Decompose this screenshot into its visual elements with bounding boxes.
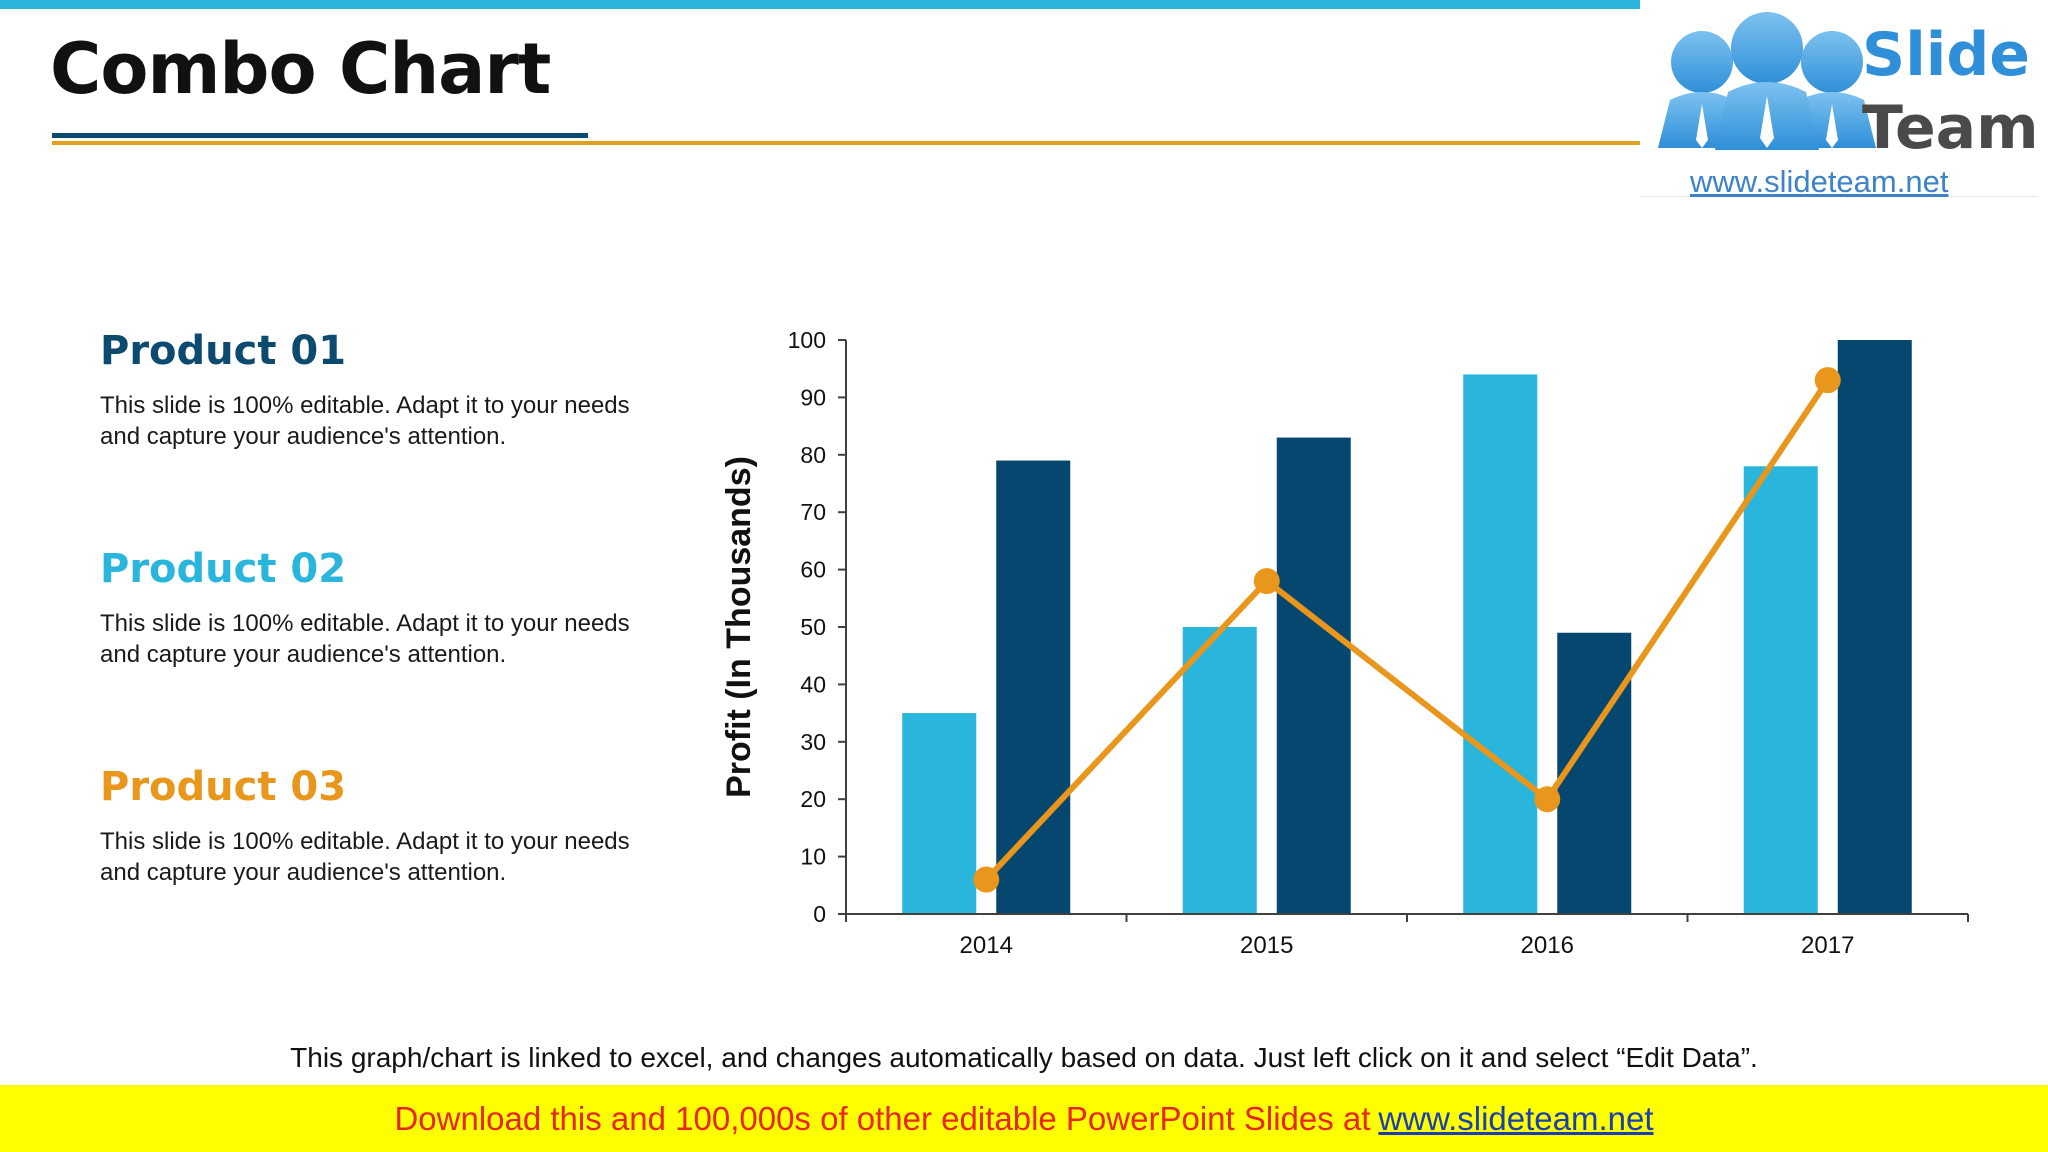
x-tick-label: 2017 [1801,932,1854,959]
download-banner[interactable]: Download this and 100,000s of other edit… [0,1085,2048,1152]
slideteam-logo[interactable]: Slide Team [1640,0,2039,197]
y-tick-label: 10 [800,844,826,870]
banner-text: Download this and 100,000s of other edit… [394,1099,1371,1137]
y-axis-title: Profit (In Thousands) [720,456,758,798]
product-02-line-2: and capture your audience's attention. [100,641,507,668]
product-03-description: This slide is 100% editable. Adapt it to… [100,826,700,888]
y-tick-label: 30 [800,729,826,755]
bar-2017-series-2 [1837,340,1912,914]
title-underline-dark [52,133,588,138]
combo-chart[interactable]: 0 10 20 30 40 50 60 70 80 90 100 Profit (In Thousan… [710,310,1990,990]
product-02-title: Product 02 [100,546,347,592]
product-01-title: Product 01 [100,328,347,374]
y-tick-label: 40 [800,671,826,697]
product-02-block: Product 02 This slide is 100% editable. … [100,546,700,670]
page-title: Combo Chart [50,28,551,110]
line-point-2016 [1534,786,1561,813]
bar-2014-series-1 [902,713,977,914]
product-02-description: This slide is 100% editable. Adapt it to… [100,608,700,670]
bar-2015-series-2 [1276,437,1351,914]
x-tick-label: 2015 [1240,932,1293,959]
y-tick-label: 70 [800,499,826,525]
line-point-2017 [1814,367,1841,394]
product-01-block: Product 01 This slide is 100% editable. … [100,328,700,452]
y-tick-label: 80 [800,442,826,468]
bar-2016-series-1 [1463,374,1538,914]
top-accent-stripe [0,0,1640,9]
bar-2014-series-2 [996,460,1071,914]
line-series [984,378,1831,882]
product-03-line-2: and capture your audience's attention. [100,859,507,886]
logo-word-team: Team [1862,93,2038,160]
line-point-2015 [1253,568,1280,595]
y-tick-label: 20 [800,786,826,812]
x-tick-label: 2016 [1521,932,1574,959]
x-tick-label: 2014 [960,932,1013,959]
product-03-title: Product 03 [100,764,347,810]
chart-footnote: This graph/chart is linked to excel, and… [290,1042,1758,1073]
product-03-line-1: This slide is 100% editable. Adapt it to… [100,828,630,855]
bar-2017-series-1 [1743,466,1818,914]
product-01-line-2: and capture your audience's attention. [100,423,507,450]
product-01-description: This slide is 100% editable. Adapt it to… [100,390,700,452]
y-tick-label: 90 [800,384,826,410]
y-tick-label: 100 [788,327,826,353]
line-point-2014 [973,866,1000,893]
product-02-line-1: This slide is 100% editable. Adapt it to… [100,610,630,637]
y-tick-label: 50 [800,614,826,640]
bar-2015-series-1 [1182,627,1257,914]
banner-link[interactable]: www.slideteam.net [1378,1099,1654,1137]
logo-url-link[interactable]: www.slideteam.net [1690,164,1949,199]
people-icon: Slide Team [1658,12,2039,163]
title-underline-gold [52,141,1642,145]
y-tick-label: 0 [813,901,826,927]
product-03-block: Product 03 This slide is 100% editable. … [100,764,700,888]
logo-word-slide: Slide [1862,20,2030,90]
y-tick-label: 60 [800,557,826,583]
bar-2016-series-2 [1557,632,1632,914]
product-01-line-1: This slide is 100% editable. Adapt it to… [100,392,630,419]
